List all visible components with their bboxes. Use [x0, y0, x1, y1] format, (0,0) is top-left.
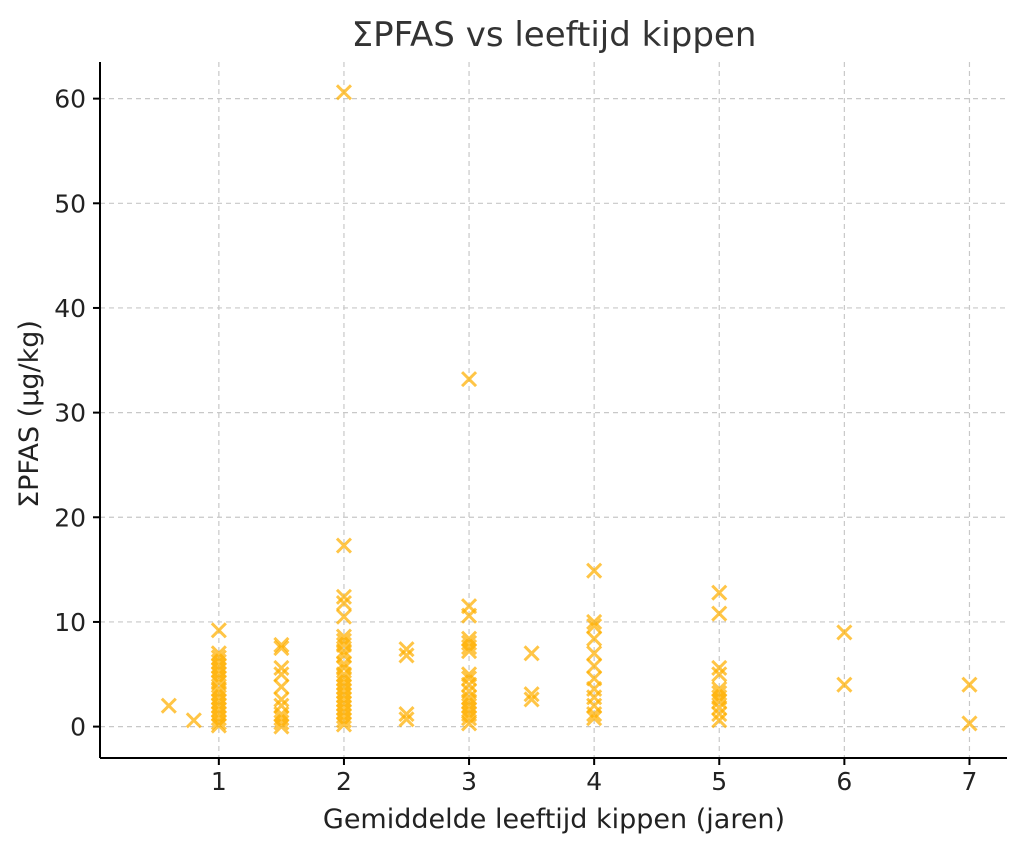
y-tick-label: 20: [54, 503, 86, 532]
chart-title: ΣPFAS vs leeftijd kippen: [352, 15, 757, 55]
data-point: [460, 676, 478, 693]
data-point: [460, 670, 478, 687]
data-point: [460, 638, 478, 656]
data-point: [711, 705, 728, 723]
data-point: [398, 711, 415, 728]
y-tick-label: 30: [54, 399, 86, 428]
data-point: [711, 659, 728, 677]
y-tick-label: 10: [54, 608, 86, 637]
data-point: [460, 371, 478, 388]
x-tick-label: 4: [586, 767, 602, 796]
data-point: [711, 699, 728, 716]
data-point: [460, 715, 478, 732]
data-point: [398, 647, 415, 664]
data-point: [398, 641, 415, 658]
data-point: [711, 666, 728, 683]
y-tick-label: 60: [54, 85, 86, 114]
data-point: [711, 693, 728, 710]
data-point: [586, 618, 603, 635]
data-point: [273, 640, 290, 657]
data-point: [185, 712, 202, 729]
data-point: [160, 697, 177, 714]
data-point: [335, 537, 353, 554]
data-point: [586, 645, 603, 662]
data-point: [273, 718, 290, 735]
data-point: [711, 605, 728, 622]
data-point: [586, 710, 603, 727]
data-point: [335, 643, 353, 660]
data-point: [335, 716, 353, 733]
x-tick-label: 2: [336, 767, 352, 796]
x-tick-label: 6: [836, 767, 852, 796]
grid: [100, 62, 1007, 758]
data-point: [273, 659, 290, 677]
data-point: [523, 691, 540, 708]
data-point: [210, 622, 227, 639]
data-points: [160, 84, 978, 735]
data-point: [460, 607, 478, 624]
data-point: [523, 686, 540, 703]
data-point: [586, 657, 603, 674]
data-point: [273, 691, 290, 708]
data-point: [586, 562, 603, 579]
data-point: [523, 645, 540, 662]
y-tick-label: 40: [54, 294, 86, 323]
y-axis-label: ΣPFAS (µg/kg): [14, 320, 45, 508]
data-point: [586, 613, 603, 631]
data-point: [711, 584, 728, 601]
data-point: [273, 714, 290, 731]
data-point: [586, 630, 603, 647]
data-point: [335, 595, 353, 612]
data-point: [836, 676, 853, 693]
axes: [93, 62, 1007, 765]
data-point: [273, 636, 290, 654]
data-point: [398, 705, 415, 723]
x-tick-label: 7: [962, 767, 978, 796]
data-point: [961, 676, 978, 693]
data-point: [836, 624, 853, 641]
data-point: [335, 84, 353, 101]
data-point: [335, 712, 353, 729]
x-tick-label: 3: [461, 767, 477, 796]
data-point: [460, 643, 478, 660]
x-tick-label: 1: [211, 767, 227, 796]
data-point: [460, 710, 478, 727]
data-point: [335, 608, 353, 625]
data-point: [711, 712, 728, 729]
x-axis-label: Gemiddelde leeftijd kippen (jaren): [323, 804, 785, 835]
x-tick-label: 5: [711, 767, 727, 796]
data-point: [961, 715, 978, 732]
data-point: [273, 678, 290, 695]
tick-labels: 1 2 3 4 5 6 7 0 10 20 30 40 50 60: [54, 85, 977, 796]
data-point: [273, 666, 290, 683]
data-point: [210, 717, 227, 734]
data-point: [335, 588, 353, 605]
y-tick-label: 50: [54, 189, 86, 218]
data-point: [210, 714, 227, 731]
data-point: [586, 705, 603, 723]
y-tick-label: 0: [70, 713, 86, 742]
